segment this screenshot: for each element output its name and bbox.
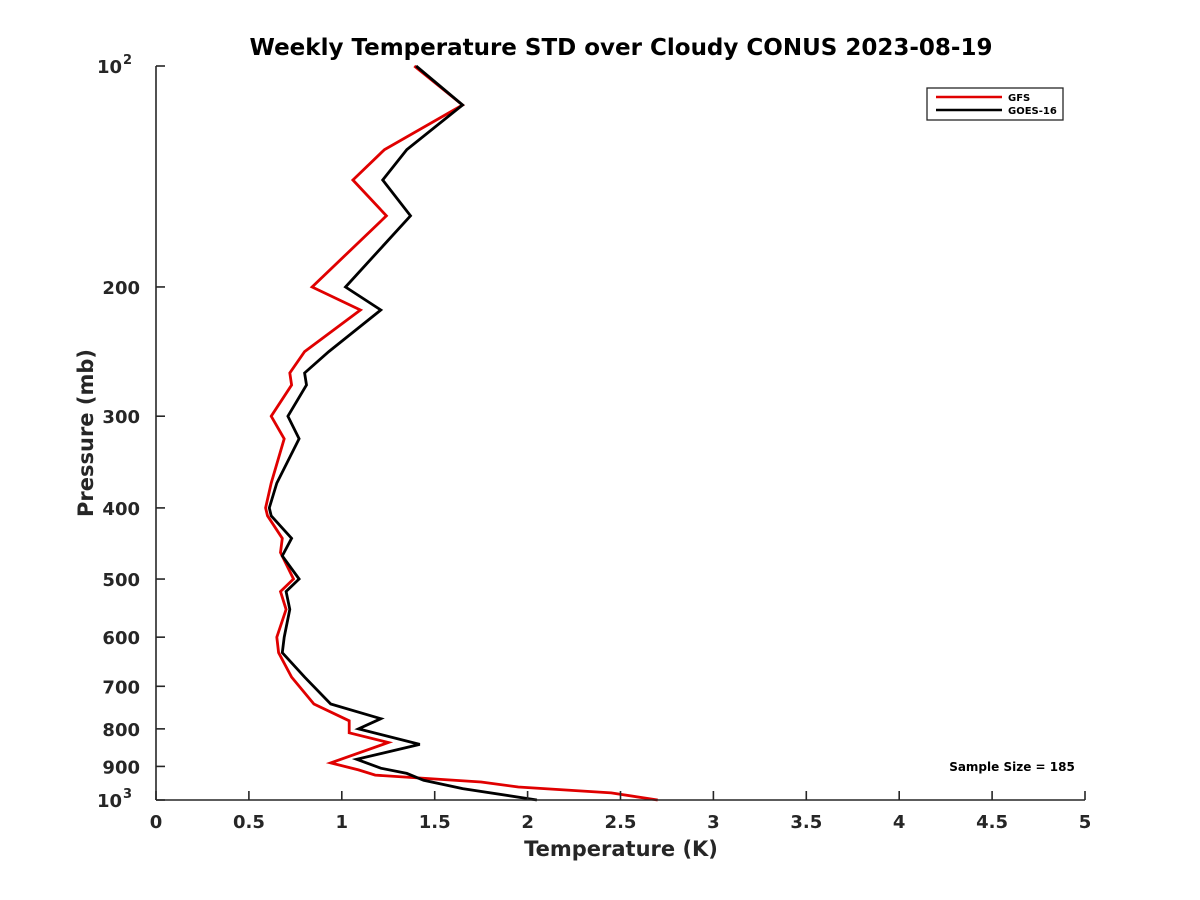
legend-label-gfs: GFS [1008, 93, 1030, 104]
x-tick-label: 0 [150, 812, 163, 833]
series-line-goes16 [267, 64, 538, 802]
y-tick-label: 500 [102, 570, 140, 591]
y-tick-label: 400 [102, 499, 140, 520]
y-tick-label: 10 [97, 57, 122, 78]
y-tick-label: 10 [97, 791, 122, 812]
legend: GFS GOES-16 [926, 87, 1064, 121]
y-tick-label: 900 [102, 757, 140, 778]
y-tick-label: 700 [102, 677, 140, 698]
y-axis-label: Pressure (mb) [74, 349, 98, 517]
x-tick-label: 1 [336, 812, 349, 833]
x-tick-label: 0.5 [233, 812, 265, 833]
y-tick-base: 10 [97, 57, 122, 78]
legend-box [926, 87, 1064, 121]
y-tick-base: 10 [97, 791, 122, 812]
x-tick-label: 2 [521, 812, 534, 833]
x-tick-label: 2.5 [605, 812, 637, 833]
y-tick-label: 200 [102, 278, 140, 299]
y-tick-label: 800 [102, 720, 140, 741]
chart-title: Weekly Temperature STD over Cloudy CONUS… [250, 35, 993, 61]
x-tick-label: 3 [707, 812, 720, 833]
y-tick-exponent: 3 [123, 787, 132, 802]
x-axis-label: Temperature (K) [524, 837, 718, 861]
x-tick-label: 3.5 [790, 812, 822, 833]
series-layer [264, 64, 658, 802]
y-tick-label: 600 [102, 628, 140, 649]
x-tick-label: 1.5 [419, 812, 451, 833]
x-tick-label: 5 [1079, 812, 1092, 833]
legend-label-goes16: GOES-16 [1008, 106, 1057, 117]
y-tick-exponent: 2 [123, 53, 132, 68]
x-tick-label: 4 [893, 812, 906, 833]
sample-size-annotation: Sample Size = 185 [949, 760, 1075, 774]
x-ticks: 0 0.5 1 1.5 2 2.5 3 3.5 4 4.5 5 [150, 791, 1092, 833]
series-line-gfs [264, 64, 658, 802]
y-tick-label: 300 [102, 407, 140, 428]
x-tick-label: 4.5 [976, 812, 1008, 833]
